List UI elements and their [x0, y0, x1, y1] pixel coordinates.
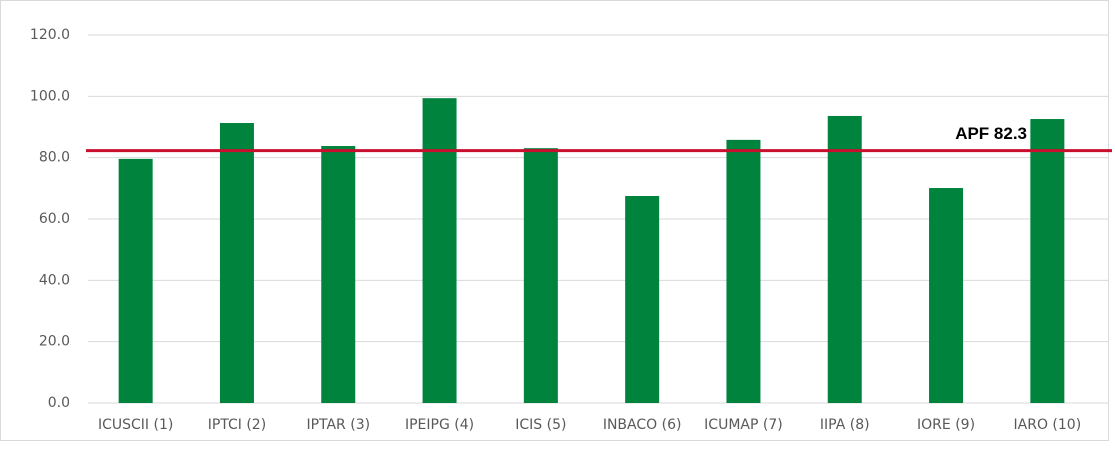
y-tick-label: 40.0 — [39, 272, 70, 288]
x-tick-label: INBACO (6) — [603, 417, 682, 433]
reference-label: APF 82.3 — [955, 124, 1027, 143]
bar — [118, 158, 153, 403]
y-tick-label: 100.0 — [30, 88, 70, 104]
bar — [625, 196, 660, 403]
bar — [929, 188, 964, 403]
x-tick-label: IIPA (8) — [820, 417, 870, 433]
x-tick-label: IPEIPG (4) — [405, 417, 474, 433]
x-tick-label: ICIS (5) — [515, 417, 566, 433]
x-tick-label: IPTAR (3) — [306, 417, 370, 433]
y-tick-label: 20.0 — [39, 334, 70, 350]
bar — [523, 148, 558, 403]
bar — [422, 98, 457, 403]
x-tick-label: IPTCI (2) — [208, 417, 267, 433]
y-tick-label: 80.0 — [39, 150, 70, 166]
y-tick-label: 0.0 — [48, 395, 70, 411]
x-tick-label: ICUMAP (7) — [704, 417, 783, 433]
bar — [1030, 119, 1065, 403]
bar — [321, 146, 356, 403]
y-tick-label: 60.0 — [39, 211, 70, 227]
bar — [827, 115, 862, 404]
bar — [219, 123, 254, 403]
x-tick-label: IARO (10) — [1014, 417, 1082, 433]
x-tick-label: ICUSCII (1) — [98, 417, 173, 433]
y-tick-label: 120.0 — [30, 27, 70, 43]
x-tick-label: IORE (9) — [917, 417, 975, 433]
bar — [726, 139, 761, 403]
